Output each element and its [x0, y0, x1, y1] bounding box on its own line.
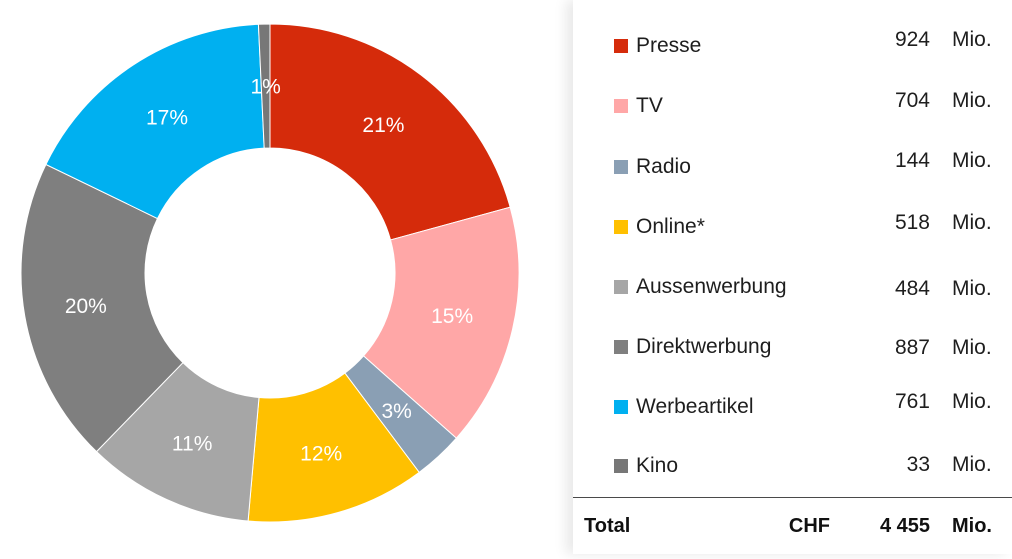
legend-swatch-aussenwerbung — [614, 280, 628, 294]
legend-unit-presse: Mio. — [952, 28, 992, 51]
legend-unit-online: Mio. — [952, 211, 992, 234]
legend-label-presse: Presse — [636, 34, 702, 57]
legend-swatch-direktwerbung — [614, 340, 628, 354]
slice-label-aussenwerbung: 11% — [172, 433, 212, 456]
legend-value-radio: 144 — [894, 149, 930, 172]
donut-svg: 21% 15% 3% 12% 11% 20% 17% 1% — [20, 23, 520, 523]
legend-unit-direktwerbung: Mio. — [952, 336, 992, 359]
total-value: 4 455 — [879, 515, 930, 537]
legend-unit-tv: Mio. — [952, 89, 992, 112]
slices — [20, 23, 520, 523]
slice-label-radio: 3% — [381, 400, 411, 423]
slice-label-presse: 21% — [362, 114, 404, 137]
total-label: Total — [584, 515, 631, 537]
slice-label-werbeartikel: 17% — [146, 106, 188, 129]
legend-unit-kino: Mio. — [952, 453, 992, 476]
legend-value-aussenwerbung: 484 — [894, 277, 930, 300]
legend-swatch-online — [614, 220, 628, 234]
legend-label-werbeartikel: Werbeartikel — [636, 395, 754, 418]
legend-value-presse: 924 — [894, 28, 930, 51]
legend-label-kino: Kino — [636, 454, 679, 477]
legend-unit-radio: Mio. — [952, 149, 992, 172]
legend-label-radio: Radio — [636, 155, 691, 178]
donut-chart: 21% 15% 3% 12% 11% 20% 17% 1% — [20, 23, 520, 523]
legend-panel — [573, 0, 1012, 554]
slice-labels: 21% 15% 3% 12% 11% 20% 17% 1% — [65, 76, 473, 466]
legend-swatch-tv — [614, 99, 628, 113]
slice-label-online: 12% — [300, 442, 342, 465]
slice-label-kino: 1% — [250, 76, 280, 99]
slice-direktwerbung — [20, 163, 184, 453]
legend-swatch-radio — [614, 160, 628, 174]
legend-value-kino: 33 — [906, 453, 930, 476]
slice-label-tv: 15% — [431, 305, 473, 328]
total-currency: CHF — [788, 515, 830, 537]
legend-label-online: Online* — [636, 215, 705, 238]
legend-swatch-kino — [614, 459, 628, 473]
total-divider — [573, 497, 1012, 498]
legend-swatch-werbeartikel — [614, 400, 628, 414]
slice-tv — [362, 206, 520, 439]
legend-label-direktwerbung: Direktwerbung — [636, 335, 772, 358]
legend-unit-werbeartikel: Mio. — [952, 390, 992, 413]
slice-label-direktwerbung: 20% — [65, 295, 107, 318]
legend-value-direktwerbung: 887 — [894, 336, 930, 359]
slice-werbeartikel — [45, 23, 265, 220]
legend-label-aussenwerbung: Aussenwerbung — [636, 275, 787, 298]
legend-swatch-presse — [614, 39, 628, 53]
legend-value-werbeartikel: 761 — [894, 390, 930, 413]
legend-unit-aussenwerbung: Mio. — [952, 277, 992, 300]
legend-label-tv: TV — [636, 94, 663, 117]
legend-value-tv: 704 — [894, 89, 930, 112]
total-unit: Mio. — [952, 515, 992, 537]
slice-presse — [269, 23, 511, 241]
slice-kino — [257, 23, 271, 149]
legend-value-online: 518 — [894, 211, 930, 234]
